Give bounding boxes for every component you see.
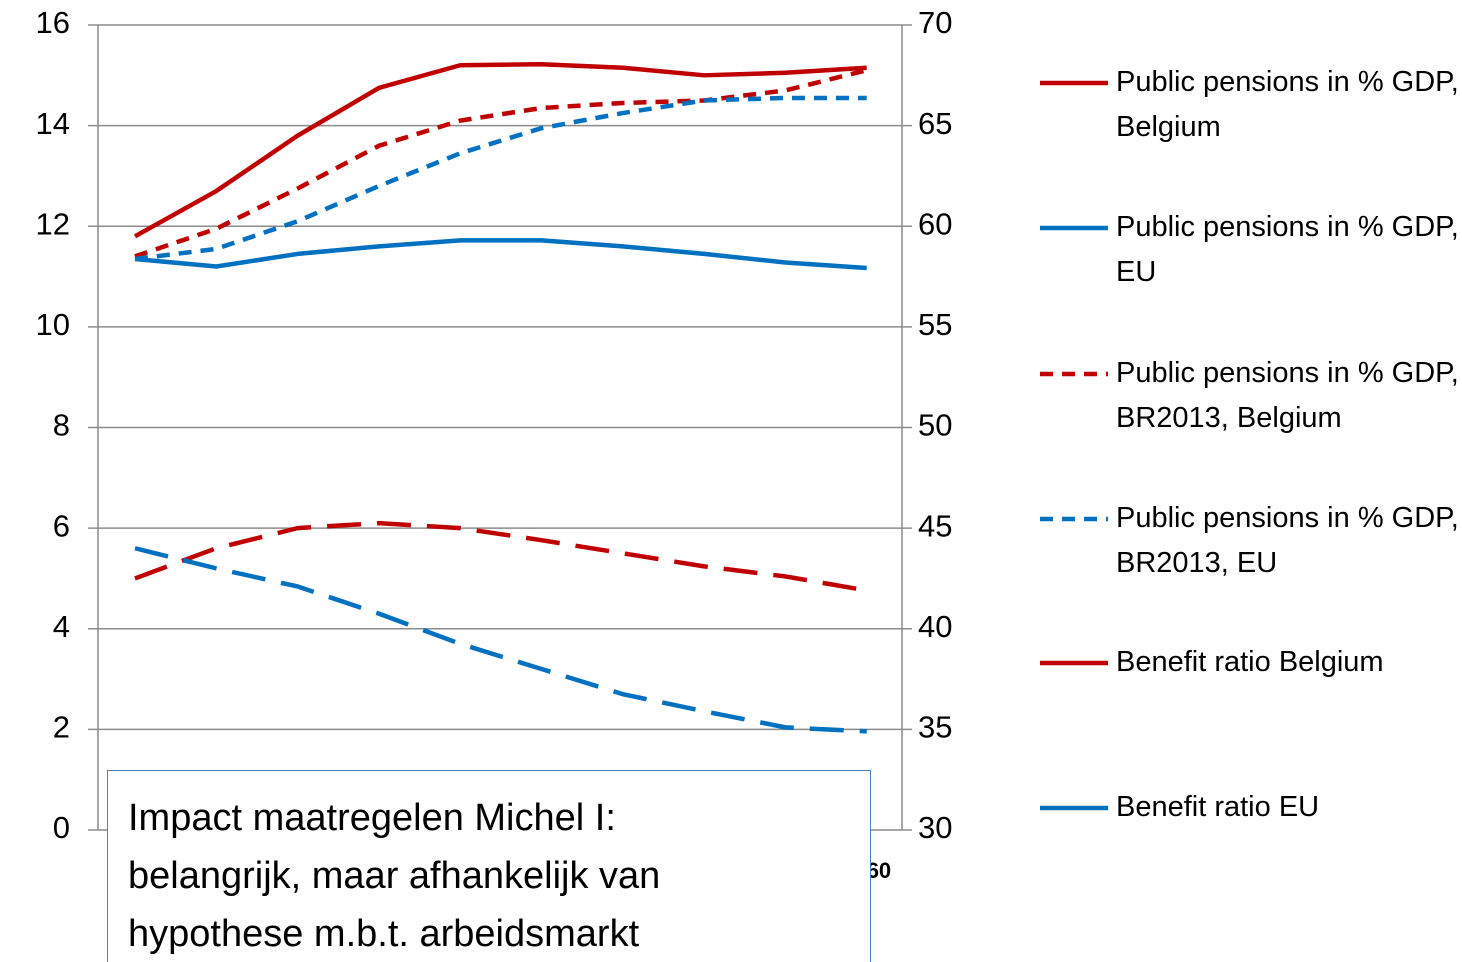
series-line (134, 546, 867, 734)
legend-label: Benefit ratio Belgium (1116, 646, 1384, 678)
y2-tick-label: 70 (918, 5, 952, 40)
legend-label: Public pensions in % GDP, Belgium (1116, 66, 1459, 143)
y2-tick-label: 60 (918, 206, 952, 241)
legend-label: Benefit ratio EU (1116, 791, 1320, 823)
annotation-line: Impact maatregelen Michel I: (128, 797, 616, 839)
y-tick-label: 6 (53, 508, 70, 543)
annotation-box: Impact maatregelen Michel I: belangrijk, … (107, 770, 871, 962)
series-line (133, 61, 867, 239)
y-tick-label: 12 (36, 206, 70, 241)
y2-tick-label: 55 (918, 307, 952, 342)
annotation-line: hypothese m.b.t. arbeidsmarkt (128, 913, 640, 955)
y-tick-label: 2 (53, 710, 70, 745)
y2-tick-label: 50 (918, 408, 952, 443)
legend-label: Public pensions in % GDP, EU (1116, 211, 1459, 288)
y2-tick-label: 35 (918, 710, 952, 745)
series-line (134, 95, 867, 262)
y-tick-label: 16 (36, 5, 70, 40)
y2-tick-label: 30 (918, 810, 952, 845)
legend-label: Public pensions in % GDP, BR2013, Belgiu… (1116, 357, 1459, 434)
y-tick-label: 10 (36, 307, 70, 342)
y-tick-label: 14 (36, 106, 70, 141)
y-tick-label: 8 (53, 408, 70, 443)
y2-tick-label: 40 (918, 609, 952, 644)
y2-tick-label: 45 (918, 508, 952, 543)
legend-label: Public pensions in % GDP, BR2013, EU (1116, 502, 1459, 579)
annotation-line: belangrijk, maar afhankelijk van (128, 855, 661, 897)
series-line (134, 520, 868, 593)
series-line (134, 238, 867, 271)
series-line (134, 68, 868, 259)
y-tick-label: 0 (53, 810, 70, 845)
y-tick-label: 4 (53, 609, 70, 644)
y2-tick-label: 65 (918, 106, 952, 141)
